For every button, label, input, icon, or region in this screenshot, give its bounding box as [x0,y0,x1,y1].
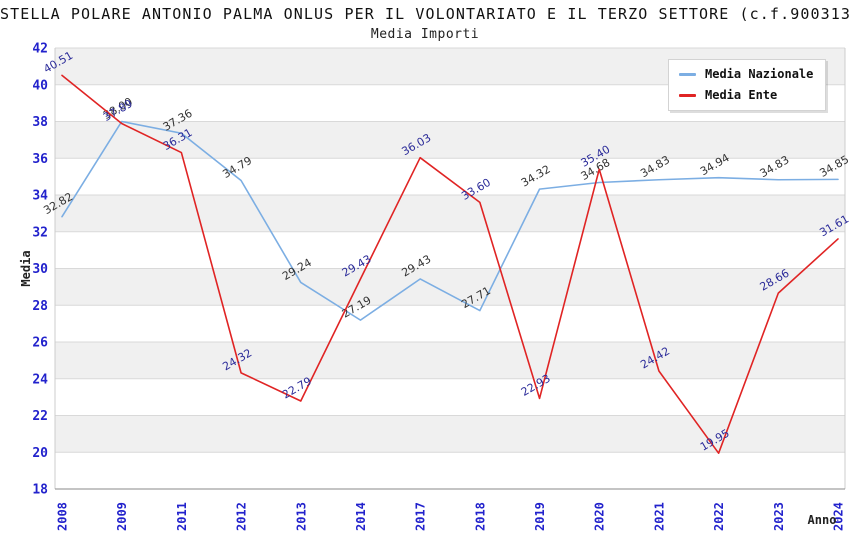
legend: Media Nazionale Media Ente [668,59,827,111]
plot-band [55,231,845,269]
y-tick-label: 20 [32,446,48,461]
x-tick-label: 2009 [115,502,129,531]
media-nazionale-line [61,120,839,321]
plot-band [55,342,845,379]
y-tick-label: 24 [32,372,48,387]
x-tick-label: 2013 [294,502,308,531]
x-tick-label: 2018 [473,502,487,531]
legend-item-media-nazionale: Media Nazionale [679,67,813,81]
y-tick-label: 26 [32,336,48,351]
y-tick-label: 30 [32,262,48,277]
legend-swatch-1 [679,93,696,97]
media-ente-line [61,74,839,454]
y-tick-label: 28 [32,299,48,314]
plot-band [55,378,845,416]
x-tick-label: 2020 [593,502,607,531]
plot-band [55,195,845,232]
x-tick-label: 2024 [832,502,846,531]
y-tick-label: 34 [32,189,48,204]
chart-subtitle: Media Importi [370,27,480,42]
y-axis-title: Media [19,250,33,286]
x-tick-label: 2017 [414,502,428,531]
plot-band [55,158,845,195]
y-tick-label: 18 [32,483,48,498]
y-tick-label: 40 [32,78,48,93]
legend-item-media-ente: Media Ente [679,88,813,102]
plot-band [55,121,845,159]
legend-label: Media Nazionale [705,67,814,81]
x-tick-label: 2019 [533,502,547,531]
legend-label: Media Ente [705,88,778,102]
x-tick-label: 2023 [772,502,786,531]
plot-band [55,268,845,306]
x-tick-label: 2011 [175,502,189,531]
y-tick-label: 42 [32,42,48,57]
y-tick-label: 36 [32,152,48,167]
y-tick-label: 22 [32,409,48,424]
x-tick-label: 2021 [652,502,666,531]
y-tick-label: 38 [32,115,48,130]
chart-title: STELLA POLARE ANTONIO PALMA ONLUS PER IL… [0,5,850,23]
x-tick-label: 2012 [235,502,249,531]
y-tick-label: 32 [32,225,48,240]
x-tick-label: 2022 [712,502,726,531]
x-tick-label: 2008 [56,502,70,531]
x-axis-title: Anno [808,513,837,527]
legend-swatch-0 [679,72,696,76]
plot-band [55,452,845,489]
x-tick-label: 2014 [354,502,368,531]
plot-band [55,305,845,342]
